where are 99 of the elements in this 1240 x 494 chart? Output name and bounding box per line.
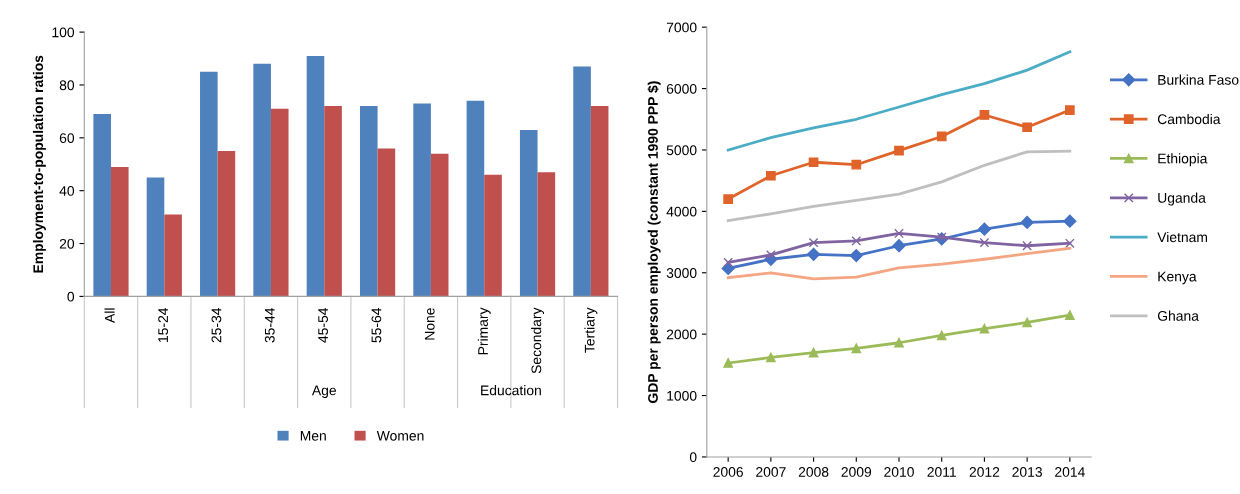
bar (164, 214, 182, 297)
bar (519, 129, 538, 297)
point (1022, 122, 1032, 133)
x-tick-label: 2008 (798, 467, 829, 477)
point (808, 347, 819, 358)
point (979, 237, 990, 248)
point (979, 110, 990, 120)
legend-label: Vietnam (1157, 231, 1208, 243)
bar (324, 106, 342, 297)
y-tick-label: 80 (59, 80, 75, 91)
point (892, 239, 906, 253)
point (1022, 240, 1032, 251)
bar (377, 148, 396, 297)
y-tick-label: 20 (59, 238, 75, 249)
point (977, 222, 992, 236)
point (1063, 214, 1077, 228)
x-tick-label: 2006 (713, 467, 743, 477)
x-tick-label: None (424, 308, 435, 340)
point (723, 358, 734, 368)
point (806, 247, 821, 261)
point (1022, 317, 1032, 328)
line-series (726, 50, 1072, 152)
x-tick-label: Secondary (531, 307, 545, 374)
x-tick-label: 2010 (884, 467, 914, 477)
y-tick-label: 7000 (666, 22, 697, 33)
x-tick-label: 15-24 (158, 307, 169, 342)
point (766, 170, 776, 181)
x-tick-label: 55-64 (371, 307, 382, 343)
text: Education (481, 385, 541, 396)
point (936, 330, 947, 341)
point (851, 235, 862, 246)
y-tick-label: 3000 (666, 268, 697, 278)
y-tick-label: 5000 (666, 145, 697, 156)
y-tick-label: 60 (59, 133, 75, 143)
point (808, 157, 819, 168)
bar (217, 151, 236, 297)
legend-label: Women (376, 430, 424, 441)
y-axis-title: GDP per person employed (constant 1990 PPP $) (647, 81, 661, 403)
point (979, 323, 990, 334)
x-tick-label: 2012 (969, 467, 1000, 477)
legend-label: Burkina Faso (1158, 74, 1239, 85)
x-tick-label: 2013 (1012, 467, 1042, 477)
y-tick-label: 0 (67, 291, 75, 302)
x-tick-label: Primary (477, 307, 491, 355)
y-tick-label: 2000 (666, 329, 697, 340)
y-tick-label: 6000 (666, 83, 697, 94)
bar (93, 114, 111, 297)
y-axis-title: Employment-to-population ratios (32, 55, 46, 273)
bar (146, 177, 165, 297)
x-tick-label: 25-34 (211, 307, 222, 343)
point (894, 228, 904, 239)
bar (413, 103, 431, 297)
point (851, 343, 862, 354)
point (851, 159, 862, 170)
bar (110, 166, 129, 297)
y-tick-label: 1000 (667, 390, 697, 401)
bar (430, 153, 449, 297)
legend-label: Ghana (1157, 310, 1199, 321)
bar (573, 66, 591, 297)
point (723, 257, 734, 268)
bar (466, 100, 485, 297)
bar (359, 106, 378, 297)
x-tick-label: 2014 (1055, 467, 1085, 477)
text: Age (311, 385, 336, 399)
point (766, 352, 776, 363)
x-tick-label: 2009 (841, 467, 872, 477)
x-tick-label: 45-54 (318, 307, 328, 343)
point (723, 194, 734, 204)
x-tick-label: 35-44 (264, 307, 275, 343)
legend-label: Kenya (1158, 271, 1197, 285)
y-tick-label: 0 (689, 452, 697, 463)
bar (200, 71, 218, 297)
bar (253, 63, 271, 297)
bar (484, 174, 502, 297)
line-series (726, 149, 1072, 222)
point (1064, 238, 1075, 249)
legend-label: Uganda (1158, 192, 1206, 206)
y-tick-label: 40 (59, 186, 75, 196)
x-tick-label: Tertiary (584, 307, 598, 353)
point (894, 145, 904, 156)
point (936, 131, 947, 142)
point (1020, 215, 1034, 230)
x-tick-label: 2011 (927, 467, 956, 477)
y-tick-label: 4000 (666, 206, 697, 217)
legend-label: Men (300, 430, 326, 441)
bar (590, 106, 609, 297)
x-tick-label: 2007 (756, 467, 786, 477)
bar (306, 55, 325, 297)
point (894, 337, 904, 348)
legend-label: Cambodia (1157, 113, 1221, 125)
y-tick-label: 100 (52, 27, 75, 38)
point (1064, 105, 1075, 115)
bar (537, 172, 556, 297)
point (808, 237, 819, 248)
point (1064, 310, 1075, 320)
legend-label: Ethiopia (1158, 153, 1208, 167)
bar (270, 108, 289, 297)
point (849, 248, 863, 263)
x-tick-label: All (104, 308, 115, 323)
